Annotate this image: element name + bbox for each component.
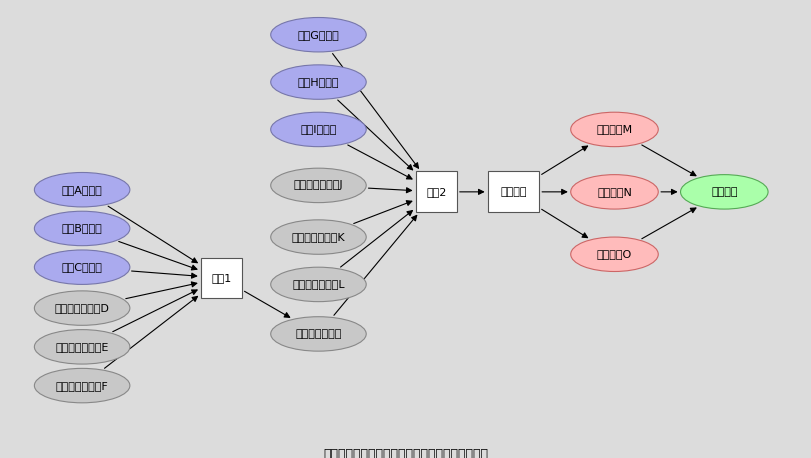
Text: 材料B投入量: 材料B投入量 [62,224,102,234]
FancyBboxPatch shape [415,171,457,213]
Text: 測定項目O: 測定項目O [596,249,631,259]
Text: 化学プラントにおける因果連鎖図の例（模式図）: 化学プラントにおける因果連鎖図の例（模式図） [323,448,488,458]
Text: 運転パラメータD: 運転パラメータD [54,303,109,313]
Text: 工程1: 工程1 [211,273,231,283]
Text: 総合判定: 総合判定 [710,187,736,197]
Ellipse shape [34,173,130,207]
Ellipse shape [270,317,366,351]
Text: 材料G投入量: 材料G投入量 [297,30,339,40]
Text: 材料H投入量: 材料H投入量 [298,77,339,87]
Ellipse shape [34,211,130,245]
Text: 運転パラメータE: 運転パラメータE [55,342,109,352]
Text: 運転パラメータF: 運転パラメータF [56,381,109,391]
Ellipse shape [570,174,658,209]
Text: 材料A投入量: 材料A投入量 [62,185,102,195]
Ellipse shape [270,220,366,254]
Text: 運転パラメータJ: 運転パラメータJ [294,180,343,191]
Ellipse shape [270,65,366,99]
Text: 材料C投入量: 材料C投入量 [62,262,102,272]
Ellipse shape [34,368,130,403]
Text: 材料I投入量: 材料I投入量 [300,125,337,135]
FancyBboxPatch shape [200,257,242,299]
Text: 品質検査: 品質検査 [500,187,526,197]
Text: 運転パラメータL: 運転パラメータL [292,279,345,289]
Ellipse shape [570,112,658,147]
Ellipse shape [270,168,366,202]
Ellipse shape [270,267,366,302]
Ellipse shape [34,250,130,284]
Text: 工程2: 工程2 [426,187,446,197]
Ellipse shape [34,330,130,364]
Ellipse shape [270,17,366,52]
Ellipse shape [570,237,658,272]
Text: 測定項目N: 測定項目N [596,187,631,197]
Text: 測定項目M: 測定項目M [596,125,632,135]
Ellipse shape [270,112,366,147]
Ellipse shape [680,174,767,209]
Text: 運転パラメータK: 運転パラメータK [291,232,345,242]
Ellipse shape [34,291,130,325]
Text: 中間パラメータ: 中間パラメータ [295,329,341,339]
FancyBboxPatch shape [487,171,539,213]
